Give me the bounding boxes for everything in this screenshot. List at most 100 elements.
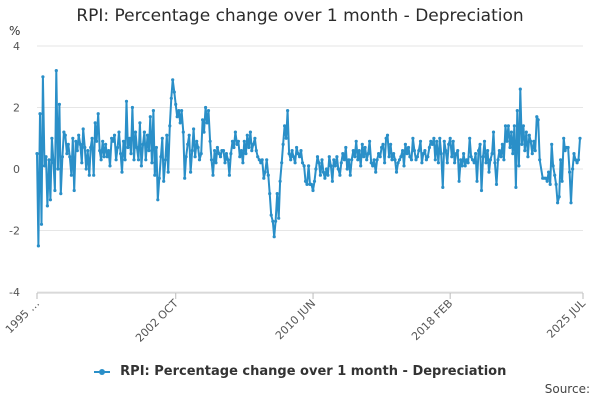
data-point[interactable]	[226, 158, 230, 162]
data-point[interactable]	[569, 201, 573, 205]
data-point[interactable]	[136, 158, 141, 162]
data-point[interactable]	[411, 136, 415, 140]
data-point[interactable]	[390, 158, 394, 162]
data-point[interactable]	[463, 164, 467, 168]
data-point[interactable]	[178, 121, 182, 125]
data-point[interactable]	[521, 124, 526, 128]
data-point[interactable]	[394, 170, 399, 174]
data-point[interactable]	[272, 235, 276, 239]
data-point[interactable]	[421, 152, 425, 156]
data-point[interactable]	[441, 185, 445, 189]
data-point[interactable]	[547, 170, 551, 174]
data-point[interactable]	[424, 158, 428, 162]
data-point[interactable]	[535, 115, 539, 119]
data-point[interactable]	[174, 102, 178, 106]
data-point[interactable]	[475, 179, 479, 183]
data-point[interactable]	[172, 90, 176, 94]
data-point[interactable]	[438, 136, 442, 140]
data-point[interactable]	[181, 130, 185, 134]
data-point[interactable]	[508, 145, 512, 150]
data-point[interactable]	[572, 152, 576, 156]
data-point[interactable]	[523, 149, 527, 153]
data-point[interactable]	[300, 161, 305, 165]
data-point[interactable]	[356, 158, 360, 162]
data-point[interactable]	[457, 179, 461, 183]
data-point[interactable]	[128, 136, 132, 140]
data-point[interactable]	[111, 139, 115, 143]
data-point[interactable]	[83, 145, 87, 150]
data-point[interactable]	[469, 155, 473, 159]
data-point[interactable]	[217, 152, 221, 156]
data-point[interactable]	[180, 109, 184, 113]
data-point[interactable]	[563, 149, 567, 153]
data-point[interactable]	[511, 152, 515, 156]
data-point[interactable]	[329, 164, 333, 168]
data-point[interactable]	[71, 136, 75, 140]
data-point[interactable]	[323, 176, 327, 180]
data-point[interactable]	[559, 158, 563, 162]
data-point[interactable]	[536, 118, 540, 122]
data-point[interactable]	[189, 170, 193, 174]
data-point[interactable]	[515, 109, 519, 113]
data-point[interactable]	[77, 133, 81, 137]
data-point[interactable]	[491, 130, 496, 134]
data-point[interactable]	[439, 152, 443, 156]
data-point[interactable]	[406, 145, 411, 150]
data-point[interactable]	[314, 167, 318, 171]
data-point[interactable]	[89, 145, 93, 150]
data-point[interactable]	[344, 145, 348, 150]
data-point[interactable]	[151, 109, 155, 113]
data-point[interactable]	[60, 155, 64, 159]
data-point[interactable]	[517, 164, 521, 168]
data-point[interactable]	[311, 188, 315, 193]
data-point[interactable]	[448, 136, 452, 140]
data-point[interactable]	[526, 155, 530, 159]
data-point[interactable]	[354, 139, 358, 143]
data-point[interactable]	[442, 139, 446, 143]
data-point[interactable]	[436, 161, 440, 165]
data-point[interactable]	[99, 158, 103, 162]
data-point[interactable]	[321, 170, 325, 174]
data-point[interactable]	[470, 158, 475, 162]
data-point[interactable]	[532, 139, 536, 143]
data-point[interactable]	[110, 136, 114, 140]
data-point[interactable]	[290, 149, 294, 153]
data-point[interactable]	[336, 167, 340, 171]
data-point[interactable]	[520, 142, 524, 146]
data-point[interactable]	[147, 149, 151, 153]
data-point[interactable]	[326, 173, 330, 177]
data-point[interactable]	[575, 161, 579, 165]
data-point[interactable]	[524, 130, 528, 134]
data-point[interactable]	[209, 158, 214, 162]
data-point[interactable]	[262, 176, 266, 180]
data-point[interactable]	[478, 142, 482, 146]
data-point[interactable]	[269, 213, 273, 217]
data-point[interactable]	[362, 155, 366, 159]
data-point[interactable]	[409, 158, 414, 162]
data-point[interactable]	[548, 182, 552, 186]
data-point[interactable]	[116, 145, 120, 150]
data-point[interactable]	[368, 139, 372, 143]
data-point[interactable]	[199, 152, 203, 156]
data-point[interactable]	[117, 130, 121, 134]
data-point[interactable]	[230, 139, 235, 143]
data-point[interactable]	[456, 149, 460, 153]
data-point[interactable]	[90, 136, 94, 140]
data-point[interactable]	[256, 155, 260, 159]
data-point[interactable]	[119, 152, 123, 156]
data-point[interactable]	[202, 130, 206, 134]
data-point[interactable]	[148, 115, 152, 119]
data-point[interactable]	[488, 158, 492, 162]
data-point[interactable]	[451, 139, 455, 143]
data-point[interactable]	[196, 145, 200, 150]
data-point[interactable]	[259, 161, 263, 165]
data-point[interactable]	[120, 170, 124, 174]
data-point[interactable]	[277, 216, 281, 220]
data-point[interactable]	[72, 188, 76, 193]
data-point[interactable]	[387, 155, 391, 159]
data-point[interactable]	[465, 158, 469, 162]
data-point[interactable]	[48, 198, 53, 202]
data-point[interactable]	[133, 130, 138, 134]
data-point[interactable]	[248, 130, 252, 134]
data-point[interactable]	[298, 155, 302, 159]
